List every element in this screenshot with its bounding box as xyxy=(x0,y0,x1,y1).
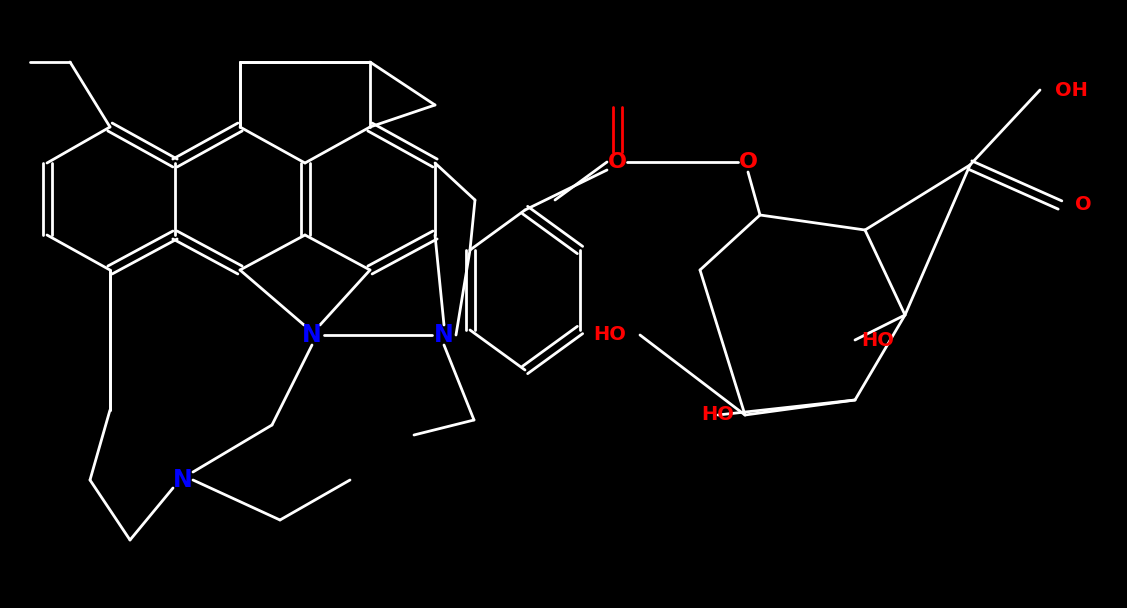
Text: O: O xyxy=(607,152,627,172)
Text: O: O xyxy=(1075,196,1092,215)
Text: HO: HO xyxy=(702,406,735,424)
Text: OH: OH xyxy=(1055,80,1088,100)
Text: HO: HO xyxy=(594,325,627,345)
Text: N: N xyxy=(174,468,193,492)
Text: O: O xyxy=(738,152,757,172)
Text: N: N xyxy=(302,323,322,347)
Text: HO: HO xyxy=(861,331,895,350)
Text: N: N xyxy=(434,323,454,347)
